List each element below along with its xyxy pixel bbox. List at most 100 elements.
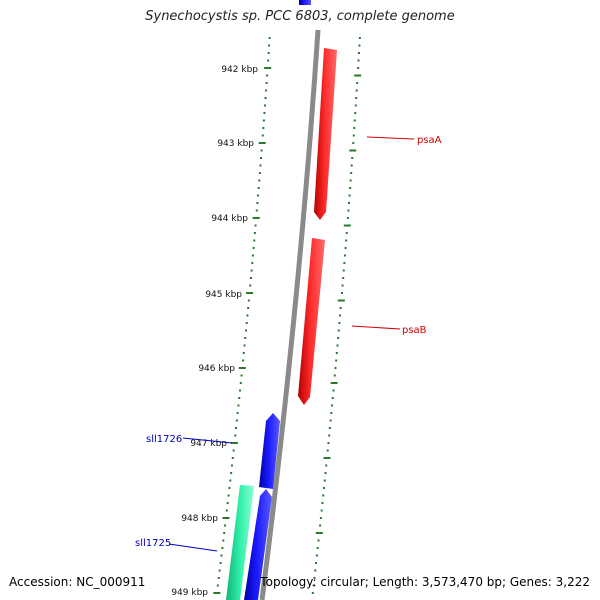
tick-mark <box>221 547 224 549</box>
tick-mark <box>238 397 241 399</box>
sll1726-leader <box>182 437 233 444</box>
tick-mark <box>262 119 265 122</box>
tick-mark <box>350 164 353 167</box>
tick-mark <box>255 209 258 212</box>
tick-mark <box>357 67 360 69</box>
tick-mark <box>324 472 327 474</box>
tick-mark <box>347 209 350 212</box>
tick-mark <box>246 292 254 294</box>
gene-sll1725[interactable] <box>244 489 272 600</box>
tick-mark <box>258 179 261 182</box>
tick-mark <box>247 307 250 309</box>
tick-mark <box>228 487 231 489</box>
tick-mark <box>337 337 340 339</box>
tick-mark <box>337 329 340 332</box>
tick-mark <box>260 157 263 159</box>
gene-label-sll1725[interactable]: sll1725 <box>135 538 171 549</box>
tick-mark <box>354 104 357 107</box>
tick-mark <box>356 82 359 84</box>
tick-mark <box>231 457 234 459</box>
tick-mark <box>264 67 272 69</box>
tick-mark <box>319 524 322 527</box>
tick-mark <box>239 389 242 392</box>
tick-mark <box>253 239 256 242</box>
tick-mark <box>234 434 237 437</box>
tick-mark <box>346 217 349 219</box>
tick-mark <box>358 44 361 47</box>
tick-mark <box>334 367 337 369</box>
tick-mark <box>349 179 352 182</box>
tick-mark <box>344 247 347 249</box>
tick-label: 948 kbp <box>181 514 218 524</box>
gene-label-psaA[interactable]: psaA <box>417 135 442 146</box>
tick-mark <box>257 194 260 197</box>
tick-mark <box>354 112 357 114</box>
tick-mark <box>343 224 351 227</box>
tick-mark <box>235 427 238 429</box>
tick-mark <box>267 59 270 62</box>
tick-mark <box>348 202 351 204</box>
tick-mark <box>230 464 233 467</box>
accession-text: Accession: NC_000911 <box>9 575 146 589</box>
tick-mark <box>355 89 358 92</box>
tick-mark <box>322 487 325 489</box>
tick-mark <box>321 502 324 504</box>
gene-label-sll1726[interactable]: sll1726 <box>146 434 182 445</box>
tick-mark <box>354 74 362 77</box>
sll1725-leader <box>168 543 218 552</box>
gene-psaB[interactable] <box>298 238 325 405</box>
tick-mark <box>223 532 226 534</box>
tick-mark <box>316 547 319 549</box>
tick-mark <box>330 412 333 414</box>
tick-mark <box>216 584 219 587</box>
tick-mark <box>335 352 338 354</box>
tick-mark <box>267 52 270 54</box>
tick-mark <box>265 89 268 92</box>
tick-mark <box>251 262 254 264</box>
tick-mark <box>230 472 233 474</box>
tick-mark <box>339 314 342 317</box>
tick-mark <box>235 419 238 422</box>
gene-teal[interactable] <box>226 485 254 600</box>
tick-mark <box>262 127 265 129</box>
tick-mark <box>352 142 355 144</box>
outer-tick-ring <box>311 37 362 594</box>
tick-mark <box>257 187 260 189</box>
gene-label-psaB[interactable]: psaB <box>402 325 427 336</box>
tick-mark <box>339 307 342 309</box>
gene-sll1726[interactable] <box>259 413 280 489</box>
tick-mark <box>317 539 320 542</box>
tick-mark <box>236 412 239 414</box>
tick-mark <box>331 404 334 407</box>
tick-mark <box>333 374 336 377</box>
tick-mark <box>323 457 331 459</box>
tick-mark <box>328 434 331 437</box>
tick-mark <box>249 284 252 287</box>
tick-mark <box>341 284 344 287</box>
tick-mark <box>224 524 227 527</box>
tick-mark <box>217 577 220 579</box>
tick-label: 945 kbp <box>205 290 242 300</box>
tick-mark <box>218 569 221 572</box>
inner-tick-ring <box>213 37 272 594</box>
tick-label: 943 kbp <box>217 139 254 149</box>
tick-mark <box>252 247 255 249</box>
tick-mark <box>245 329 248 332</box>
tick-mark <box>250 269 253 272</box>
gene-top-fragment <box>299 0 311 5</box>
gene-psaA[interactable] <box>314 48 337 220</box>
tick-mark <box>232 449 235 452</box>
tick-label: 942 kbp <box>221 65 258 75</box>
tick-mark <box>242 359 245 362</box>
tick-mark <box>258 142 266 144</box>
tick-mark <box>350 172 353 174</box>
tick-mark <box>249 277 252 279</box>
tick-mark <box>349 149 357 152</box>
tick-mark <box>325 464 328 467</box>
tick-mark <box>326 449 329 452</box>
tick-mark <box>240 374 243 377</box>
genome-summary: Topology: circular; Length: 3,573,470 bp… <box>260 575 590 589</box>
tick-mark <box>259 164 262 167</box>
map-title: Synechocystis sp. PCC 6803, complete gen… <box>145 9 455 24</box>
tick-mark <box>260 149 263 152</box>
